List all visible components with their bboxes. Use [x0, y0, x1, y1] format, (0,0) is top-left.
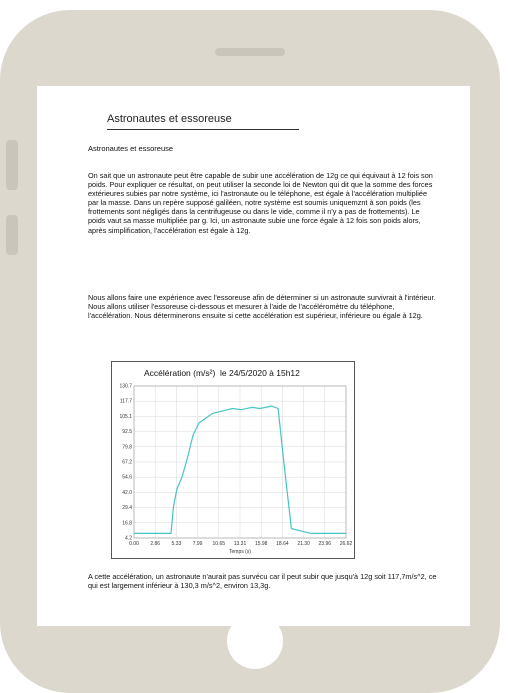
- x-tick-label: 18.64: [276, 541, 289, 547]
- volume-button: [6, 140, 18, 190]
- x-tick-label: 2.86: [150, 541, 160, 547]
- document-page: Astronautes et essoreuse Astronautes et …: [37, 86, 470, 626]
- y-tick-label: 54.6: [122, 475, 132, 481]
- y-tick-label: 117.7: [120, 399, 132, 405]
- y-tick-label: 4.2: [125, 536, 132, 542]
- y-tick-label: 29.4: [122, 505, 132, 511]
- x-tick-label: 21.30: [297, 541, 310, 547]
- y-tick-label: 79.8: [122, 444, 132, 450]
- chart-date: le 24/5/2020 à 15h12: [220, 368, 300, 378]
- paragraph-conclusion: A cette accélération, un astronaute n'au…: [88, 572, 437, 591]
- paragraph-experiment: Nous allons faire une expérience avec l'…: [88, 293, 436, 321]
- chart-plot: 130.7 117.7 105.1 92.5 79.8 67.2 54.6 42.0 29.4 1…: [119, 384, 353, 556]
- y-tick-label: 16.8: [122, 520, 132, 526]
- plot-border: [133, 385, 347, 539]
- acceleration-series-line: [134, 405, 346, 534]
- acceleration-chart: Accélération (m/s²) le 24/5/2020 à 15h12…: [111, 361, 355, 559]
- x-axis-label: Temps (s): [229, 549, 251, 555]
- x-tick-label: 23.96: [319, 541, 332, 547]
- x-tick-label: 5.33: [172, 541, 182, 547]
- document-subtitle: Astronautes et essoreuse: [88, 144, 174, 153]
- x-tick-label: 0.00: [129, 541, 139, 547]
- tablet-speaker: [215, 48, 285, 56]
- y-tick-label: 92.5: [122, 429, 132, 435]
- x-tick-label: 26.62: [340, 541, 353, 547]
- y-tick-label: 105.1: [119, 414, 132, 420]
- y-tick-label: 130.7: [119, 384, 132, 390]
- chart-title: Accélération (m/s²): [144, 368, 216, 378]
- x-tick-label: 13.31: [234, 541, 247, 547]
- paragraph-intro: On sait que un astronaute peut être capa…: [88, 171, 433, 235]
- side-button: [6, 215, 18, 255]
- x-tick-label: 10.65: [213, 541, 226, 547]
- x-tick-label: 15.98: [255, 541, 268, 547]
- y-tick-label: 67.2: [122, 460, 132, 466]
- y-tick-label: 42.0: [122, 490, 132, 496]
- x-tick-label: 7.99: [193, 541, 203, 547]
- document-title: Astronautes et essoreuse: [107, 113, 299, 130]
